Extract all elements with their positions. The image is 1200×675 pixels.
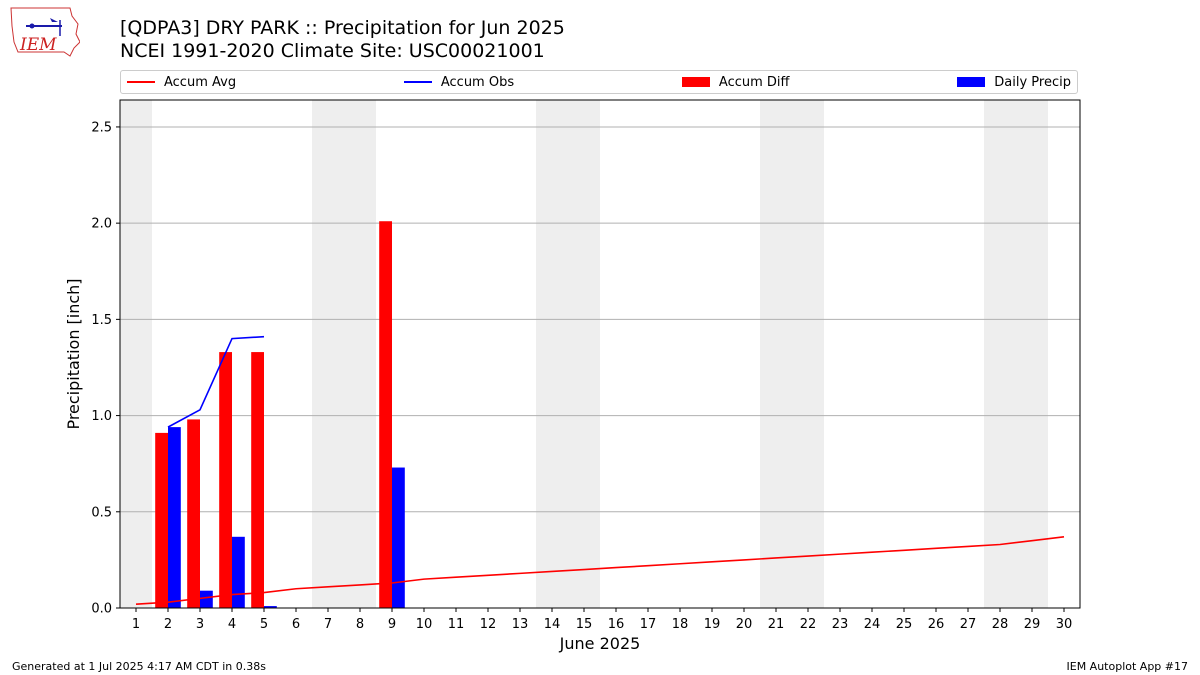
- y-tick-label: 0.0: [91, 602, 112, 617]
- x-tick-label: 7: [324, 617, 332, 632]
- legend-label: Accum Diff: [718, 74, 790, 90]
- x-tick-label: 14: [544, 617, 561, 632]
- y-tick-label: 1.5: [91, 313, 112, 328]
- y-tick-label: 0.5: [91, 505, 112, 520]
- x-tick-label: 23: [832, 617, 849, 632]
- x-tick-label: 24: [864, 617, 881, 632]
- x-tick-label: 16: [608, 617, 625, 632]
- x-tick-label: 22: [800, 617, 817, 632]
- x-tick-label: 9: [388, 617, 396, 632]
- chart-title: [QDPA3] DRY PARK :: Precipitation for Ju…: [120, 17, 565, 39]
- legend-line-swatch: [127, 81, 155, 83]
- accum-avg-line: [135, 536, 1065, 605]
- x-tick-label: 10: [416, 617, 433, 632]
- plot-frame: [119, 99, 1081, 609]
- legend-bar-swatch: [957, 77, 986, 87]
- x-tick-label: 20: [736, 617, 753, 632]
- x-tick-label: 4: [228, 617, 236, 632]
- accum-diff-bar: [251, 352, 264, 608]
- x-tick-label: 1: [132, 617, 140, 632]
- weekend-shade: [760, 100, 824, 608]
- chart-subtitle: NCEI 1991-2020 Climate Site: USC00021001: [120, 40, 545, 62]
- x-tick-label: 3: [196, 617, 204, 632]
- y-tick-label: 1.0: [91, 409, 112, 424]
- x-tick-label: 21: [768, 617, 785, 632]
- x-tick-label: 17: [640, 617, 657, 632]
- daily-precip-bar: [200, 590, 213, 608]
- x-tick-label: 8: [356, 617, 364, 632]
- accum-diff-bar: [219, 352, 232, 608]
- daily-precip-bar: [168, 427, 181, 608]
- x-tick-label: 27: [960, 617, 977, 632]
- generated-timestamp: Generated at 1 Jul 2025 4:17 AM CDT in 0…: [12, 660, 266, 673]
- accum-diff-bar: [155, 432, 168, 608]
- y-axis-label: Precipitation [inch]: [64, 278, 83, 429]
- app-credit: IEM Autoplot App #17: [1066, 660, 1189, 673]
- x-axis-label: June 2025: [559, 634, 641, 653]
- x-tick-label: 18: [672, 617, 689, 632]
- legend-label: Daily Precip: [994, 74, 1071, 90]
- y-tick-label: 2.5: [91, 120, 112, 135]
- x-tick-label: 6: [292, 617, 300, 632]
- x-tick-label: 19: [704, 617, 721, 632]
- accum-obs-line: [167, 335, 265, 428]
- accum-diff-bar: [187, 419, 200, 608]
- legend: Accum Avg Accum Obs Accum Diff Daily Pre…: [120, 70, 1078, 94]
- legend-bar-swatch: [681, 77, 710, 87]
- accum-diff-bar: [379, 221, 392, 608]
- iem-logo-text: IEM: [19, 35, 57, 55]
- legend-item-accum-avg: Accum Avg: [127, 75, 236, 90]
- x-tick-label: 25: [896, 617, 913, 632]
- daily-precip-bar: [232, 536, 245, 608]
- daily-precip-bar: [392, 467, 405, 608]
- x-tick-label: 13: [512, 617, 529, 632]
- legend-item-accum-obs: Accum Obs: [403, 74, 515, 90]
- x-tick-label: 15: [576, 617, 593, 632]
- y-tick-label: 2.0: [91, 217, 112, 232]
- iem-logo-icon: IEM: [10, 7, 80, 57]
- x-tick-label: 29: [1024, 617, 1041, 632]
- x-tick-label: 2: [164, 617, 172, 632]
- weekend-shade: [120, 100, 152, 608]
- legend-line-swatch: [403, 81, 432, 83]
- weekend-shade: [536, 100, 600, 608]
- x-tick-label: 26: [928, 617, 945, 632]
- x-tick-label: 12: [480, 617, 497, 632]
- legend-item-daily-precip: Daily Precip: [957, 75, 1071, 90]
- legend-item-accum-diff: Accum Diff: [681, 74, 790, 90]
- x-tick-label: 28: [992, 617, 1009, 632]
- legend-label: Accum Obs: [440, 74, 515, 90]
- x-tick-label: 30: [1056, 617, 1073, 632]
- legend-label: Accum Avg: [164, 74, 237, 90]
- x-tick-label: 5: [260, 617, 268, 632]
- x-tick-label: 11: [448, 617, 465, 632]
- weekend-shade: [984, 100, 1048, 608]
- daily-precip-bar: [264, 606, 277, 608]
- weekend-shade: [312, 100, 376, 608]
